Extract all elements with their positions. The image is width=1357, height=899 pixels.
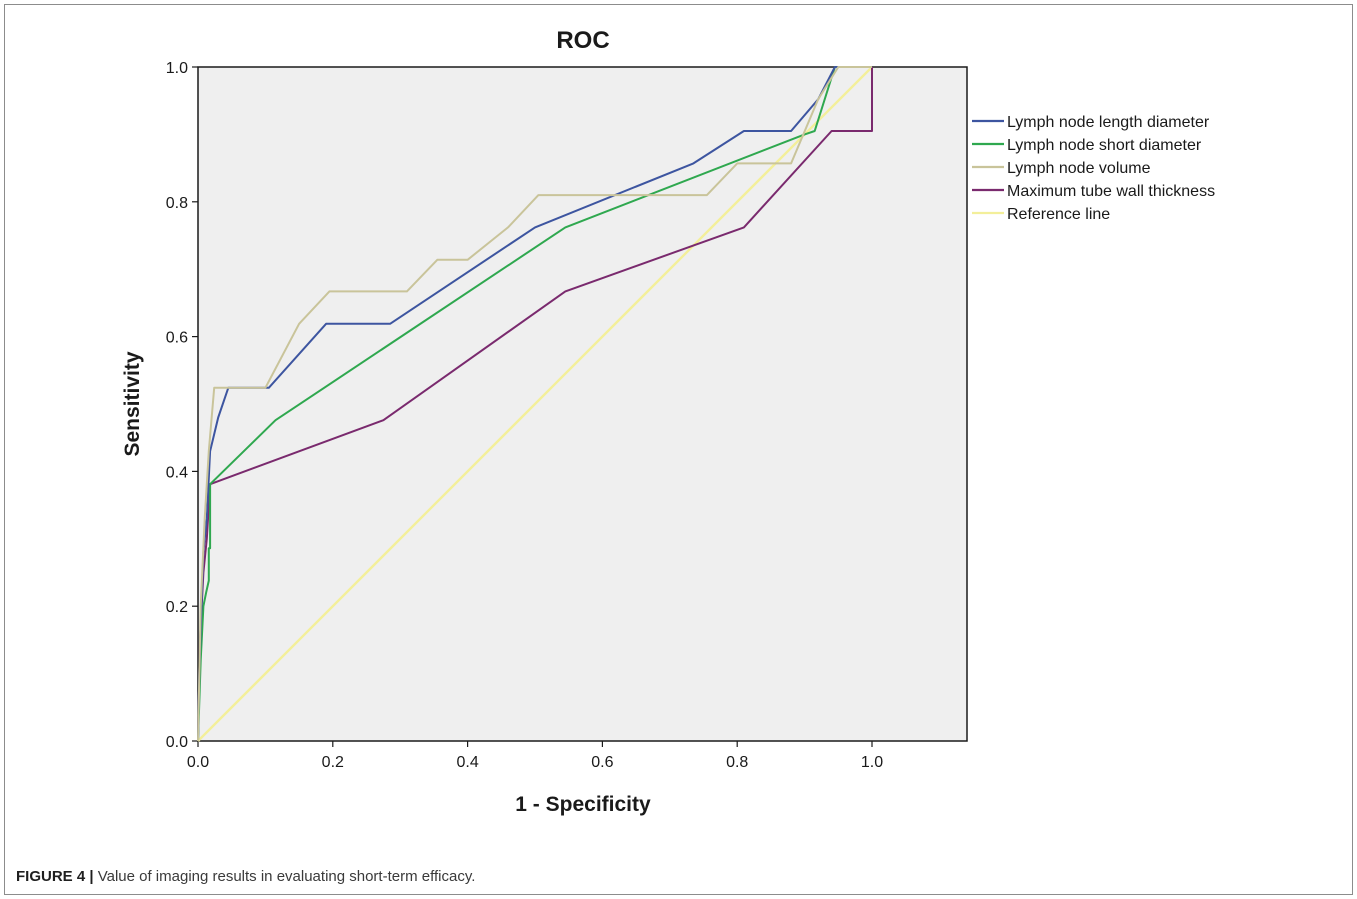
- plot-area: [197, 66, 968, 742]
- series-line-lymph-node-short-diameter: [197, 66, 872, 742]
- y-tick-label: 0.0: [166, 734, 188, 751]
- x-axis-label: 1 - Specificity: [515, 793, 651, 816]
- legend-label-lymph-node-short-diameter: Lymph node short diameter: [1007, 137, 1202, 154]
- y-tick-label: 1.0: [166, 60, 188, 77]
- x-tick-label: 0.8: [726, 754, 748, 771]
- chart-title: ROC: [556, 27, 609, 54]
- x-tick-label: 0.0: [187, 754, 209, 771]
- y-tick-label: 0.8: [166, 195, 188, 212]
- legend-label-reference-line: Reference line: [1007, 206, 1110, 223]
- legend: Lymph node length diameter Lymph node sho…: [972, 114, 1215, 223]
- x-tick-label: 0.2: [322, 754, 344, 771]
- axis-ticks: 0.0 0.2 0.4 0.6 0.8 1.0 0.0 0.2 0.4 0.6 0.8 1.0: [166, 60, 883, 771]
- x-tick-label: 0.6: [591, 754, 613, 771]
- legend-label-lymph-node-volume: Lymph node volume: [1007, 160, 1151, 177]
- figure-caption-label: FIGURE 4 |: [16, 868, 94, 885]
- figure-frame: [4, 4, 1353, 895]
- y-axis-label: Sensitivity: [121, 351, 144, 456]
- y-tick-label: 0.6: [166, 330, 188, 347]
- y-tick-label: 0.2: [166, 599, 188, 616]
- figure-caption-text: Value of imaging results in evaluating s…: [93, 868, 476, 885]
- y-tick-label: 0.4: [166, 464, 188, 481]
- series-line-lymph-node-volume: [197, 66, 872, 742]
- x-tick-label: 1.0: [861, 754, 883, 771]
- legend-label-maximum-tube-wall-thickness: Maximum tube wall thickness: [1007, 183, 1215, 200]
- figure-caption: FIGURE 4 | Value of imaging results in e…: [16, 868, 475, 885]
- series-line-reference-line: [197, 66, 873, 742]
- series-lines: [197, 66, 873, 742]
- legend-label-lymph-node-length-diameter: Lymph node length diameter: [1007, 114, 1210, 131]
- x-tick-label: 0.4: [456, 754, 478, 771]
